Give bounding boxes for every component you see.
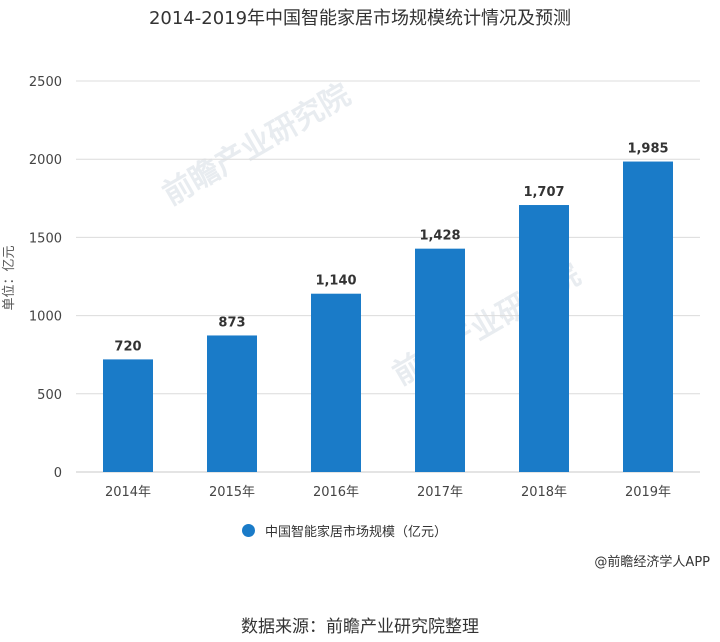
y-tick-label: 1500	[29, 231, 62, 246]
legend: 中国智能家居市场规模（亿元）	[242, 521, 447, 540]
bar	[415, 248, 465, 472]
grid-lines	[76, 80, 700, 473]
data-label: 1,140	[315, 274, 356, 289]
data-label: 1,707	[523, 185, 564, 200]
y-tick-label: 500	[37, 388, 62, 403]
x-tick-labels: 2014年 2015年 2016年 2017年 2018年 2019年	[105, 485, 671, 500]
data-label: 720	[114, 339, 141, 354]
credit-text: @前瞻经济学人APP	[594, 555, 710, 570]
data-labels: 720 873 1,140 1,428 1,707 1,985	[114, 142, 668, 355]
y-tick-label: 2000	[29, 153, 62, 168]
y-tick-label: 1000	[29, 310, 62, 325]
x-tick-label: 2019年	[625, 485, 671, 500]
y-tick-labels: 0 500 1000 1500 2000 2500	[29, 75, 62, 481]
y-tick-label: 0	[54, 466, 62, 481]
x-tick-label: 2015年	[209, 485, 255, 500]
chart-title: 2014-2019年中国智能家居市场规模统计情况及预测	[148, 8, 572, 29]
data-label: 1,985	[627, 142, 668, 157]
y-axis-label: 单位：亿元	[2, 245, 17, 310]
x-tick-label: 2018年	[521, 485, 567, 500]
bar	[103, 359, 153, 472]
legend-marker	[242, 524, 255, 537]
x-tick-label: 2016年	[313, 485, 359, 500]
bar	[207, 335, 257, 472]
y-tick-label: 2500	[29, 75, 62, 90]
bar	[623, 161, 673, 472]
bar	[311, 293, 361, 472]
data-label: 873	[218, 315, 245, 330]
x-tick-label: 2014年	[105, 485, 151, 500]
legend-label: 中国智能家居市场规模（亿元）	[265, 525, 448, 540]
x-tick-label: 2017年	[417, 485, 463, 500]
data-label: 1,428	[419, 229, 460, 244]
source-text: 数据来源：前瞻产业研究院整理	[241, 617, 479, 637]
bar	[519, 205, 569, 472]
bars	[103, 161, 673, 472]
